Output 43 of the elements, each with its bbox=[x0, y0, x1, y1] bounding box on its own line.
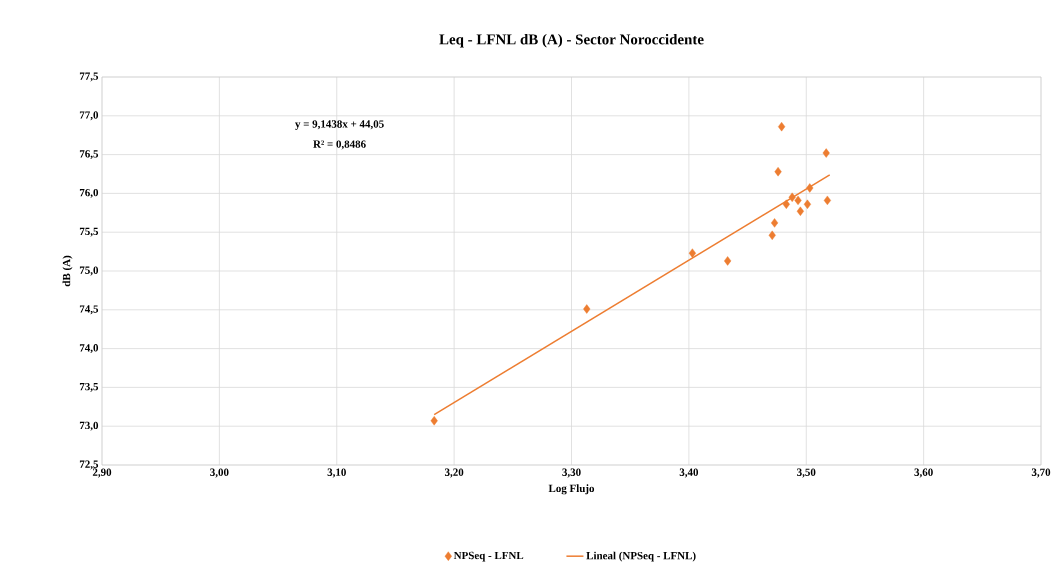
x-tick-label: 3,20 bbox=[444, 468, 464, 478]
point bbox=[794, 195, 802, 206]
x-tick-label: 3,40 bbox=[679, 468, 699, 478]
x-tick-label: 3,50 bbox=[797, 468, 816, 478]
point bbox=[430, 416, 438, 426]
y-axis-title: dB (A) bbox=[62, 255, 73, 287]
y-tick-label: 72,5 bbox=[79, 460, 99, 470]
y-tick-label: 75,5 bbox=[79, 227, 99, 237]
y-tick-label: 74,5 bbox=[79, 305, 99, 315]
x-axis-title: Log Flujo bbox=[548, 484, 595, 495]
y-tick-label: 75,0 bbox=[79, 266, 99, 276]
y-tick-label: 73,5 bbox=[79, 382, 99, 392]
annotation: y = 9,1438x + 44,05 bbox=[295, 120, 384, 130]
y-tick-label: 77,5 bbox=[79, 72, 99, 82]
legend-label: NPSeq - LFNL bbox=[453, 551, 524, 562]
x-tick-label: 3,10 bbox=[327, 468, 346, 478]
y-tick-label: 76,0 bbox=[79, 188, 99, 198]
x-tick-label: 2,90 bbox=[92, 468, 112, 478]
point bbox=[724, 256, 732, 266]
point bbox=[778, 121, 786, 132]
point bbox=[822, 148, 830, 158]
point bbox=[823, 195, 831, 206]
chart-title: Leq - LFNL dB (A) - Sector Noroccidente bbox=[439, 33, 704, 48]
x-tick-label: 3,30 bbox=[562, 468, 581, 478]
x-tick-label: 3,00 bbox=[210, 468, 229, 478]
point bbox=[771, 218, 779, 228]
point bbox=[806, 183, 814, 193]
x-tick-label: 3,70 bbox=[1031, 468, 1051, 478]
point bbox=[583, 304, 591, 314]
y-tick-label: 77,0 bbox=[79, 111, 99, 121]
point bbox=[782, 199, 790, 209]
point bbox=[768, 230, 776, 240]
y-tick-label: 74,0 bbox=[79, 344, 99, 354]
point bbox=[788, 192, 796, 202]
point bbox=[803, 199, 811, 209]
annotation: R² = 0,8486 bbox=[313, 140, 366, 150]
y-tick-label: 76,5 bbox=[79, 150, 99, 160]
point bbox=[688, 248, 696, 258]
x-tick-label: 3,60 bbox=[914, 468, 933, 478]
point bbox=[774, 166, 782, 177]
point bbox=[796, 206, 804, 216]
y-tick-label: 73,0 bbox=[79, 421, 99, 431]
legend-label: Lineal (NPSeq - LFNL) bbox=[586, 551, 696, 562]
